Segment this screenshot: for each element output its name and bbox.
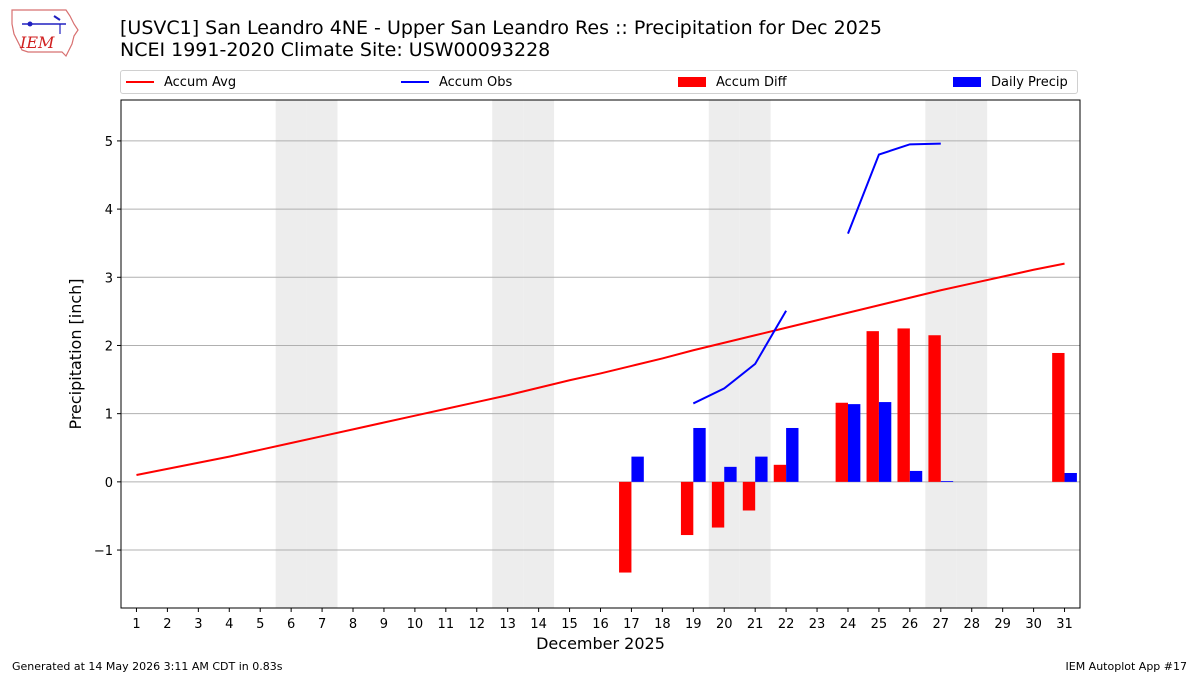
x-tick-label: 30 [1025,617,1042,632]
legend-label-accum-avg: Accum Avg [164,74,237,90]
legend-item-accum-diff: Accum Diff [678,71,787,93]
x-tick-label: 6 [287,617,295,632]
footer-generated-text: Generated at 14 May 2026 3:11 AM CDT in … [12,660,283,673]
legend-swatch-daily-precip [953,77,981,87]
chart-legend: Accum Avg Accum Obs Accum Diff Daily Pre… [120,70,1078,94]
x-tick-label: 11 [438,617,455,632]
weekend-band [739,100,771,608]
x-tick-label: 13 [499,617,516,632]
legend-item-daily-precip: Daily Precip [953,71,1068,93]
legend-swatch-accum-avg [126,81,154,83]
x-tick-label: 12 [468,617,485,632]
x-tick-label: 1 [132,617,140,632]
logo-text: IEM [19,33,55,52]
x-tick-label: 27 [933,617,950,632]
y-tick-label: −1 [94,544,113,559]
x-tick-label: 19 [685,617,702,632]
accum-diff-bar [680,481,694,536]
accum-diff-bar [619,481,632,573]
y-tick-label: 3 [105,271,113,286]
x-tick-label: 21 [747,617,764,632]
legend-item-accum-avg: Accum Avg [126,71,236,93]
x-tick-label: 7 [318,617,326,632]
legend-label-accum-diff: Accum Diff [716,74,787,90]
y-tick-label: 5 [105,135,113,150]
x-tick-label: 4 [225,617,233,632]
y-tick-label: 2 [105,339,113,354]
x-tick-label: 25 [871,617,888,632]
chart-subtitle: NCEI 1991-2020 Climate Site: USW00093228 [120,39,551,61]
x-tick-label: 24 [840,617,857,632]
y-tick-label: 1 [105,408,113,423]
x-tick-label: 18 [654,617,671,632]
chart-title: [USVC1] San Leandro 4NE - Upper San Lean… [120,17,882,39]
x-tick-label: 15 [561,617,578,632]
daily-precip-bar [909,470,923,482]
x-tick-label: 2 [163,617,171,632]
y-axis-label: Precipitation [inch] [66,278,85,429]
accum-diff-bar [835,402,848,482]
daily-precip-bar [847,404,861,482]
x-tick-label: 8 [349,617,357,632]
x-tick-label: 20 [716,617,733,632]
x-tick-label: 23 [809,617,826,632]
accum-diff-bar [897,328,910,482]
weekend-band [306,100,338,608]
weekend-band [708,100,740,608]
x-tick-label: 26 [902,617,919,632]
legend-item-accum-obs: Accum Obs [401,71,512,93]
x-tick-label: 10 [407,617,424,632]
x-tick-label: 5 [256,617,264,632]
accum-diff-bar [928,335,941,482]
x-tick-label: 22 [778,617,795,632]
y-tick-label: 0 [105,476,113,491]
daily-precip-bar [631,456,644,482]
legend-label-accum-obs: Accum Obs [439,74,513,90]
daily-precip-bar [1064,472,1077,482]
weekend-band [956,100,988,608]
x-tick-label: 28 [963,617,980,632]
accum-diff-bar [866,331,879,482]
daily-precip-bar [693,427,706,482]
x-tick-label: 17 [623,617,640,632]
accum-diff-bar [1052,352,1065,482]
weekend-band [492,100,524,608]
x-tick-label: 31 [1056,617,1073,632]
daily-precip-bar [724,466,737,482]
accum-obs-line [692,310,787,405]
iem-logo: IEM [8,6,80,62]
x-tick-label: 29 [994,617,1011,632]
weekend-band [523,100,555,608]
x-tick-label: 3 [194,617,202,632]
x-tick-label: 9 [380,617,388,632]
legend-swatch-accum-obs [401,81,429,83]
accum-diff-bar [711,481,725,528]
x-axis-label: December 2025 [536,634,665,653]
daily-precip-bar [940,481,954,482]
x-tick-label: 14 [530,617,547,632]
legend-swatch-accum-diff [678,77,706,87]
daily-precip-bar [878,402,892,482]
accum-diff-bar [742,481,756,511]
accum-obs-line [847,142,941,235]
daily-precip-bar [755,456,768,482]
accum-avg-line [136,262,1065,477]
accum-diff-bar [773,464,787,482]
legend-label-daily-precip: Daily Precip [991,74,1068,90]
weekend-band [275,100,307,608]
daily-precip-bar [786,427,799,482]
x-tick-label: 16 [592,617,609,632]
footer-app-text: IEM Autoplot App #17 [1065,660,1188,673]
y-tick-label: 4 [105,203,113,218]
